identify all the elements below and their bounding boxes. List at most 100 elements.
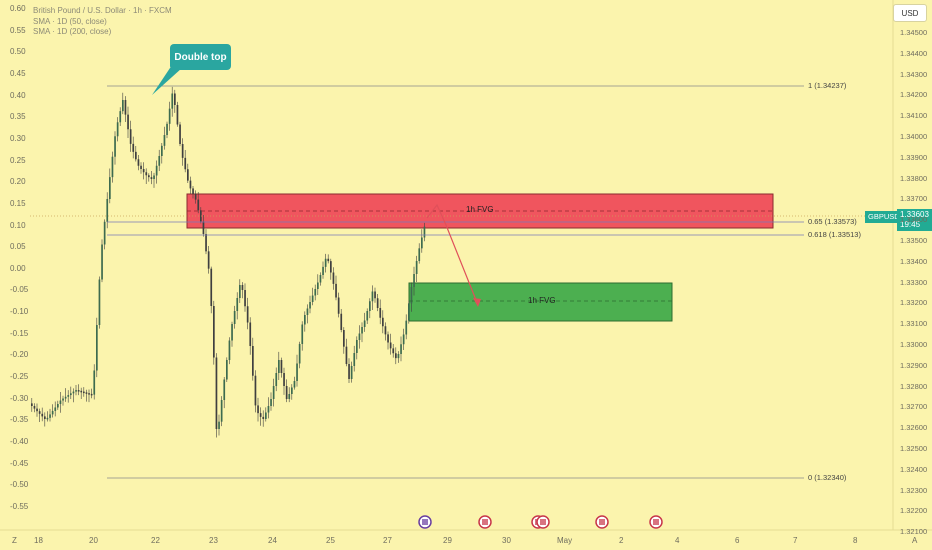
candle-body xyxy=(379,308,382,318)
double-top-callout[interactable]: Double top xyxy=(170,44,231,70)
candle-body xyxy=(49,414,51,418)
candle-body xyxy=(374,291,376,299)
candle-body xyxy=(233,311,236,324)
candle-body xyxy=(288,394,291,399)
candle-body xyxy=(33,406,36,409)
time-axis-tick: 8 xyxy=(853,536,858,545)
right-axis-tick: 1.32800 xyxy=(900,381,928,391)
timezone-toggle[interactable]: Z xyxy=(12,536,17,545)
left-axis-tick: -0.25 xyxy=(10,372,29,382)
candle-body xyxy=(309,302,311,309)
candle-body xyxy=(317,282,319,289)
candle-body xyxy=(88,393,90,395)
sma-200-label[interactable]: SMA · 1D (200, close) xyxy=(33,27,112,36)
candle-body xyxy=(392,348,395,354)
candle-body xyxy=(387,334,389,343)
candle-body xyxy=(72,391,75,394)
current-price-badge: 1.33603 19:45 xyxy=(897,209,932,231)
candle-body xyxy=(57,404,59,408)
current-price: 1.33603 xyxy=(900,210,929,219)
candle-body xyxy=(103,221,106,245)
left-axis-tick: 0.10 xyxy=(10,220,26,230)
candle-body xyxy=(96,325,98,371)
candle-body xyxy=(158,156,161,166)
candle-body xyxy=(148,175,150,178)
candle-body xyxy=(384,326,387,335)
candle-body xyxy=(31,403,33,406)
currency-button[interactable]: USD xyxy=(893,4,927,22)
left-axis-tick: 0.15 xyxy=(10,198,26,208)
candle-body xyxy=(59,400,62,404)
candle-body xyxy=(210,268,213,306)
us-flag-icon-core xyxy=(599,519,605,525)
candle-body xyxy=(46,417,49,420)
candle-body xyxy=(90,393,93,396)
candle-body xyxy=(293,381,296,388)
candle-body xyxy=(122,100,124,112)
right-axis-tick: 1.33900 xyxy=(900,152,928,162)
candle-body xyxy=(132,143,135,152)
candle-body xyxy=(228,340,231,360)
candle-body xyxy=(41,413,44,417)
time-axis-tick: 24 xyxy=(268,536,277,545)
left-axis-tick: 0.60 xyxy=(10,4,26,13)
right-axis-tick: 1.32700 xyxy=(900,402,928,412)
right-axis-tick: 1.33400 xyxy=(900,256,928,266)
sma-50-label[interactable]: SMA · 1D (50, close) xyxy=(33,16,107,26)
symbol-title[interactable]: British Pound / U.S. Dollar · 1h · FXCM xyxy=(33,6,172,15)
right-axis-tick: 1.33500 xyxy=(900,236,928,245)
left-axis-tick: 0.20 xyxy=(10,177,26,187)
fvg-lower-label: 1h FVG xyxy=(528,296,556,305)
candle-body xyxy=(75,390,77,392)
candle-body xyxy=(298,344,301,364)
candle-body xyxy=(324,258,327,267)
candle-body xyxy=(246,306,249,323)
candle-body xyxy=(220,400,223,422)
candle-body xyxy=(168,108,171,124)
auto-scale-toggle[interactable]: A xyxy=(912,536,918,545)
right-axis-tick: 1.32100 xyxy=(900,527,928,537)
right-axis-tick: 1.34300 xyxy=(900,69,928,79)
candle-body xyxy=(413,274,415,287)
candle-body xyxy=(239,285,241,298)
candle-body xyxy=(223,379,226,400)
candle-body xyxy=(348,364,350,379)
left-axis-tick: 0.40 xyxy=(10,90,26,100)
candle-body xyxy=(270,399,272,406)
candle-body xyxy=(83,391,85,394)
right-axis-tick: 1.34200 xyxy=(900,90,928,100)
candle-body xyxy=(272,386,275,399)
candle-body xyxy=(135,151,137,160)
time-axis-tick: 18 xyxy=(34,536,43,545)
left-axis-tick: 0.05 xyxy=(10,242,26,252)
fvg-zone-lower xyxy=(408,282,673,322)
candle-body xyxy=(80,390,83,393)
candle-body xyxy=(353,353,356,366)
left-axis-tick: 0.35 xyxy=(10,112,26,122)
candle-body xyxy=(345,346,348,364)
candle-body xyxy=(405,320,408,335)
candle-body xyxy=(291,387,293,394)
candle-body xyxy=(343,330,345,347)
time-axis-tick: 20 xyxy=(89,536,98,545)
time-axis-tick: 6 xyxy=(735,536,740,545)
right-axis-tick: 1.33000 xyxy=(900,340,928,349)
candle-body xyxy=(311,295,314,302)
left-axis-tick: -0.35 xyxy=(10,415,29,425)
time-axis-tick: 29 xyxy=(443,536,452,545)
candle-body xyxy=(231,324,233,341)
candle-body xyxy=(166,123,168,135)
candle-body xyxy=(241,285,244,290)
time-axis-tick: 4 xyxy=(675,536,680,545)
candle-body xyxy=(111,156,114,178)
candle-body xyxy=(127,114,129,130)
right-axis-tick: 1.32300 xyxy=(900,485,928,495)
time-axis-tick: 30 xyxy=(502,536,511,545)
projection-path xyxy=(426,203,479,306)
left-axis-tick: -0.10 xyxy=(10,307,29,317)
candle-body xyxy=(205,234,207,252)
candle-body xyxy=(153,175,155,179)
callout-pointer xyxy=(152,68,182,95)
right-axis-tick: 1.33200 xyxy=(900,298,928,308)
